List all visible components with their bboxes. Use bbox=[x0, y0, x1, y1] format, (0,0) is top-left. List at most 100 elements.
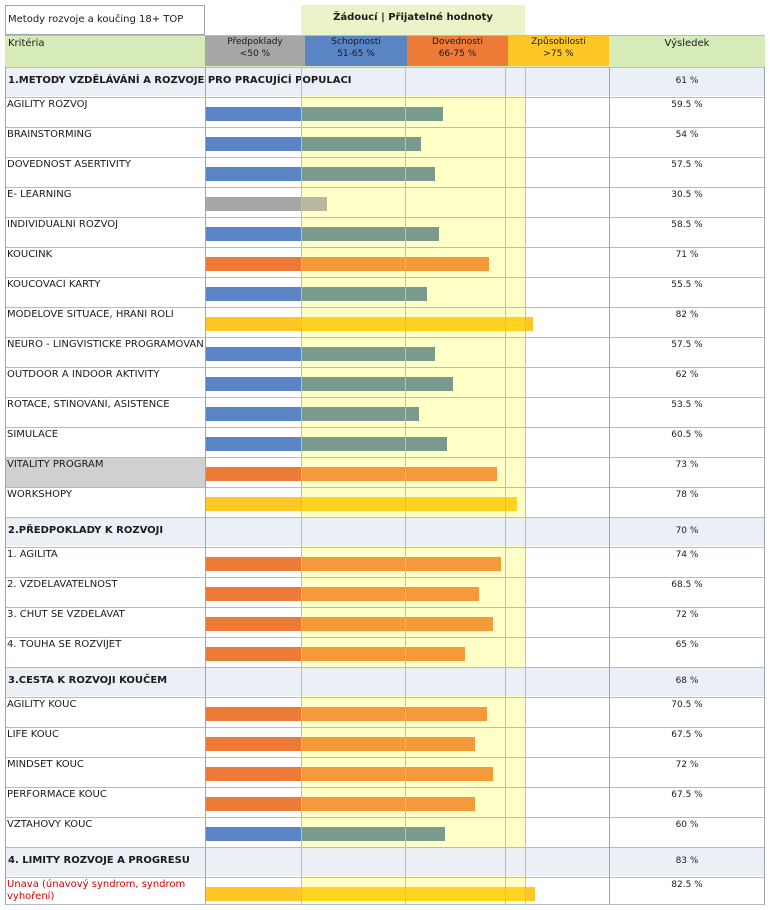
chart-root: Metody rozvoje a koučing 18+ TOP Žádoucí… bbox=[5, 5, 765, 907]
criterion-result: 67.5 % bbox=[671, 790, 703, 800]
column-divider bbox=[764, 67, 765, 905]
criterion-result: 70.5 % bbox=[671, 700, 703, 710]
row-divider bbox=[5, 817, 765, 818]
row-divider bbox=[5, 67, 765, 68]
level-header-name: Způsobilosti bbox=[531, 37, 586, 47]
column-divider bbox=[301, 67, 302, 905]
row-divider bbox=[5, 667, 765, 668]
section-result: 61 % bbox=[675, 76, 699, 86]
data-bar-band-overlap bbox=[301, 467, 497, 481]
column-divider bbox=[5, 67, 6, 905]
data-bar-band-overlap bbox=[301, 767, 493, 781]
row-divider bbox=[5, 457, 765, 458]
column-divider bbox=[205, 67, 206, 905]
criterion-result: 68.5 % bbox=[671, 580, 703, 590]
data-bar-band-overlap bbox=[301, 227, 439, 241]
criterion-label: PERFORMACE KOUČ bbox=[7, 789, 107, 800]
data-bar-band-overlap bbox=[301, 317, 525, 331]
chart-title: Metody rozvoje a koučing 18+ TOP bbox=[8, 14, 184, 25]
criterion-label: 4. TOUHA SE ROZVÍJET bbox=[7, 639, 122, 650]
level-header-range: 51-65 % bbox=[337, 49, 375, 59]
criterion-label: ROTACE, STÍNOVÁNÍ, ASISTENCE bbox=[7, 399, 170, 410]
column-divider bbox=[405, 67, 406, 905]
row-divider bbox=[5, 487, 765, 488]
row-highlight bbox=[5, 457, 205, 487]
column-divider bbox=[505, 67, 506, 905]
data-bar-band-overlap bbox=[301, 287, 427, 301]
criterion-result: 57.5 % bbox=[671, 340, 703, 350]
row-divider bbox=[5, 727, 765, 728]
data-bar-band-overlap bbox=[301, 407, 419, 421]
criterion-result: 30.5 % bbox=[671, 190, 703, 200]
criterion-result: 53.5 % bbox=[671, 400, 703, 410]
criterion-result: 59.5 % bbox=[671, 100, 703, 110]
row-divider bbox=[5, 427, 765, 428]
row-divider bbox=[5, 697, 765, 698]
section-title: 3.CESTA K ROZVOJI KOUČEM bbox=[8, 675, 168, 686]
criterion-label: MODELOVÉ SITUACE, HRANÍ ROLÍ bbox=[7, 309, 174, 320]
criterion-result: 57.5 % bbox=[671, 160, 703, 170]
row-divider bbox=[5, 757, 765, 758]
row-divider bbox=[5, 547, 765, 548]
row-divider bbox=[5, 157, 765, 158]
level-header-name: Schopnosti bbox=[331, 37, 381, 47]
column-divider bbox=[525, 67, 526, 905]
row-divider bbox=[5, 397, 765, 398]
data-bar-band-overlap bbox=[301, 107, 443, 121]
level-header-range: >75 % bbox=[543, 49, 574, 59]
data-bar-band-overlap bbox=[301, 437, 447, 451]
criterion-label: INDIVIDUALNÍ ROZVOJ bbox=[7, 219, 119, 230]
criterion-label: SIMULACE bbox=[7, 429, 59, 440]
criterion-result: 58.5 % bbox=[671, 220, 703, 230]
data-bar-band-overlap bbox=[301, 347, 435, 361]
criterion-label: E- LEARNING bbox=[7, 189, 72, 200]
criterion-label: KOUČINK bbox=[7, 249, 53, 260]
criterion-label: WORKSHOPY bbox=[7, 489, 72, 500]
row-divider bbox=[5, 904, 765, 905]
data-bar bbox=[205, 197, 327, 211]
level-header-4 bbox=[508, 36, 609, 66]
title-box bbox=[5, 5, 205, 35]
row-divider bbox=[5, 787, 765, 788]
criterion-result: 82 % bbox=[675, 310, 699, 320]
criterion-result: 60 % bbox=[675, 820, 699, 830]
criterion-label: 3. CHUŤ SE VZDĚLÁVAT bbox=[7, 609, 125, 620]
criterion-label: 2. VZDELAVATELNOST bbox=[7, 579, 118, 590]
row-divider bbox=[5, 97, 765, 98]
band-header-label: Žádoucí | Přijatelné hodnoty bbox=[333, 12, 493, 23]
criterion-result: 67.5 % bbox=[671, 730, 703, 740]
row-divider bbox=[5, 517, 765, 518]
level-header-range: <50 % bbox=[239, 49, 271, 59]
criterion-result: 60.5 % bbox=[671, 430, 703, 440]
section-row bbox=[5, 67, 765, 96]
criterion-result: 65 % bbox=[675, 640, 699, 650]
data-bar-band-overlap bbox=[301, 797, 475, 811]
criterion-label: VITALITY PROGRAM bbox=[7, 459, 104, 470]
criterion-result: 55.5 % bbox=[671, 280, 703, 290]
data-bar-band-overlap bbox=[301, 257, 489, 271]
data-bar-band-overlap bbox=[301, 497, 517, 511]
row-divider bbox=[5, 337, 765, 338]
section-title: 2.PŘEDPOKLADY K ROZVOJI bbox=[8, 525, 164, 536]
section-row bbox=[5, 517, 765, 546]
row-divider bbox=[5, 607, 765, 608]
section-result: 83 % bbox=[675, 856, 699, 866]
criterion-label: AGILITY ROZVOJ bbox=[7, 99, 88, 110]
data-bar-band-overlap bbox=[301, 827, 445, 841]
row-divider bbox=[5, 187, 765, 188]
criterion-label: OUTDOOR A INDOOR AKTIVITY bbox=[7, 369, 160, 380]
row-divider bbox=[5, 847, 765, 848]
level-header-range: 66-75 % bbox=[438, 49, 477, 59]
column-divider bbox=[609, 67, 610, 905]
criterion-label: VZTAHOVÝ KOUČ bbox=[7, 819, 93, 830]
data-bar-band-overlap bbox=[301, 707, 487, 721]
criterion-label: MINDSET KOUČ bbox=[7, 759, 84, 770]
criterion-label: 1. AGILITA bbox=[7, 549, 58, 560]
level-header-3 bbox=[407, 36, 508, 66]
level-header-name: Dovednosti bbox=[432, 37, 483, 47]
data-bar-band-overlap bbox=[301, 587, 479, 601]
criterion-result: 74 % bbox=[675, 550, 699, 560]
row-divider bbox=[5, 877, 765, 878]
data-bar-band-overlap bbox=[301, 887, 525, 901]
section-title: 4. LIMITY ROZVOJE A PROGRESU bbox=[8, 855, 190, 866]
